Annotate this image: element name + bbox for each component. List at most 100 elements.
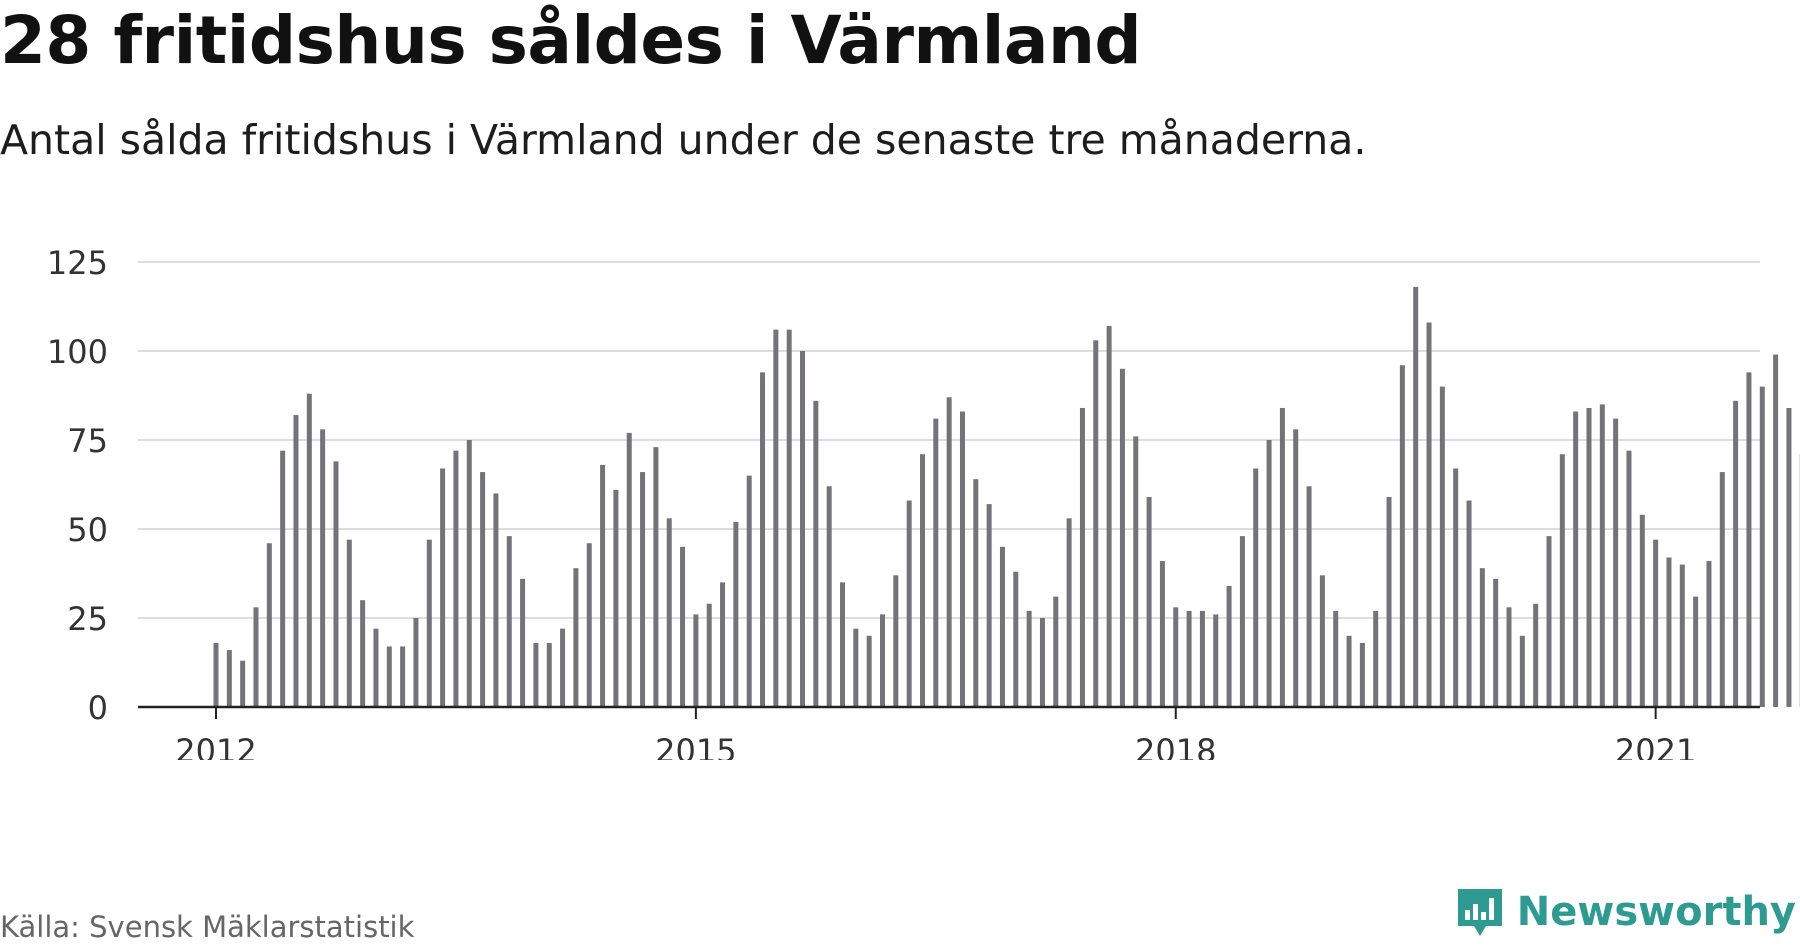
- bar: [600, 464, 606, 707]
- bar: [373, 628, 379, 707]
- bar: [1466, 500, 1472, 707]
- bar: [706, 603, 712, 707]
- bar: [280, 450, 286, 707]
- bar: [1199, 610, 1205, 707]
- bar: [1426, 322, 1432, 707]
- bar: [320, 429, 326, 707]
- bar: [880, 614, 885, 707]
- bar: [1346, 635, 1352, 707]
- brand-name: Newsworthy: [1516, 889, 1796, 935]
- bar: [586, 543, 592, 707]
- bar: [1013, 571, 1019, 707]
- bar: [1066, 518, 1072, 707]
- bar: [1373, 610, 1379, 707]
- bar: [1039, 618, 1045, 707]
- bar: [946, 397, 952, 707]
- bar: [773, 329, 779, 707]
- bar: [1239, 536, 1245, 707]
- bar: [533, 642, 539, 707]
- bar: [493, 493, 499, 707]
- chart-subtitle: Antal sålda fritidshus i Värmland under …: [0, 116, 1367, 164]
- bar: [1626, 450, 1632, 707]
- bar: [1453, 468, 1459, 707]
- bar: [1746, 372, 1752, 707]
- bar: [1279, 407, 1285, 707]
- bar: [1399, 365, 1405, 707]
- bar: [800, 351, 806, 707]
- bar: [1719, 472, 1725, 707]
- bar: [1186, 610, 1192, 707]
- bar: [933, 418, 939, 707]
- bar: [919, 454, 925, 707]
- bar: [213, 642, 219, 707]
- bar: [1106, 326, 1112, 707]
- bar: [1773, 354, 1779, 707]
- bar: [1333, 610, 1339, 707]
- bar: [360, 600, 366, 707]
- bar: [1026, 610, 1032, 707]
- bar: [986, 504, 992, 707]
- bar: [466, 440, 472, 707]
- bar: [733, 521, 739, 707]
- bar: [1093, 340, 1099, 707]
- bar: [693, 614, 699, 707]
- bar: [760, 372, 766, 707]
- y-tick-label: 125: [47, 244, 108, 282]
- bar: [613, 489, 619, 707]
- bars: [213, 286, 1800, 707]
- bar: [1613, 418, 1619, 707]
- bar: [480, 472, 486, 707]
- newsworthy-logo-icon: [1457, 889, 1502, 936]
- bar: [1319, 575, 1325, 707]
- bar: [560, 628, 566, 707]
- bar: [1639, 514, 1645, 707]
- bar: [573, 568, 579, 707]
- bar: [226, 650, 232, 707]
- bar: [1599, 404, 1605, 707]
- bar: [1586, 407, 1592, 707]
- bar: [520, 578, 526, 707]
- brand: Newsworthy: [1455, 886, 1796, 938]
- bar: [1479, 568, 1485, 707]
- bar: [1733, 400, 1739, 707]
- bar: [253, 607, 259, 707]
- y-tick-label: 100: [47, 333, 108, 371]
- bar: [1573, 411, 1579, 707]
- bar: [1439, 386, 1445, 707]
- y-tick-label: 25: [67, 600, 108, 638]
- bar: [440, 468, 446, 707]
- bar: [1413, 286, 1419, 707]
- bar: [666, 518, 672, 707]
- bar: [386, 646, 392, 707]
- bar: [1253, 468, 1259, 707]
- y-tick-label: 0: [88, 689, 108, 727]
- bar: [1666, 557, 1672, 707]
- bar: [626, 432, 632, 707]
- bar: [1226, 585, 1232, 707]
- bar: [1786, 407, 1792, 707]
- bar: [826, 486, 832, 707]
- bar: [1306, 486, 1312, 707]
- bar: [1559, 454, 1565, 707]
- bar: [840, 582, 846, 707]
- bar: [1159, 561, 1165, 707]
- bar: [413, 618, 419, 707]
- bar: [1119, 368, 1125, 707]
- bar: [893, 575, 899, 707]
- bar: [853, 628, 859, 707]
- bar: [813, 400, 819, 707]
- bar: [1759, 386, 1765, 707]
- bar: [1359, 642, 1365, 707]
- bar: [453, 450, 459, 707]
- bar: [746, 475, 752, 707]
- x-tick-label: 2015: [655, 732, 736, 760]
- bar: [1386, 496, 1392, 707]
- bar: [906, 500, 912, 707]
- bar: [653, 447, 659, 707]
- bar: [959, 411, 965, 707]
- bar: [1706, 561, 1712, 707]
- bar: [1079, 407, 1085, 707]
- bar: [1493, 578, 1499, 707]
- bar: [1146, 496, 1152, 707]
